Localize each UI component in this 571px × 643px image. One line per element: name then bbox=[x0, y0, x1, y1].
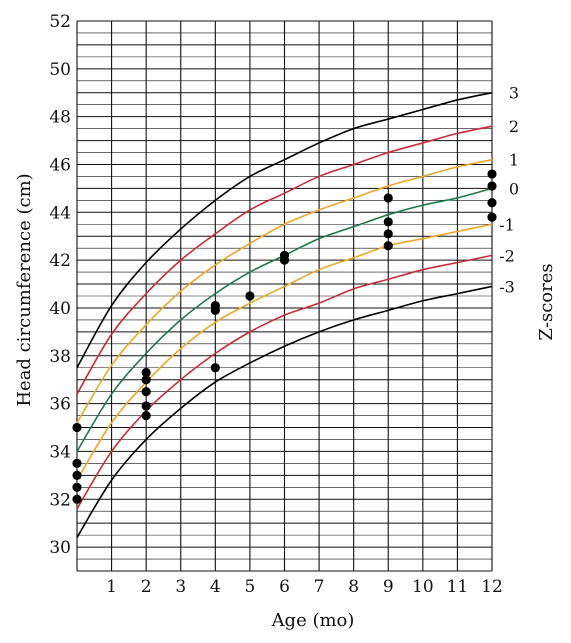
zscore-label: -1 bbox=[499, 215, 515, 234]
data-point bbox=[72, 458, 82, 468]
data-point bbox=[141, 387, 151, 397]
x-tick-label: 4 bbox=[210, 577, 221, 597]
data-point bbox=[141, 410, 151, 421]
x-tick-label: 8 bbox=[348, 577, 359, 597]
data-point bbox=[487, 212, 497, 222]
y-tick-label: 50 bbox=[49, 60, 71, 80]
x-tick-label: 3 bbox=[175, 577, 186, 597]
data-point bbox=[72, 482, 82, 492]
x-tick-label: 11 bbox=[447, 577, 469, 597]
y-tick-label: 38 bbox=[49, 347, 71, 367]
data-point bbox=[72, 422, 82, 433]
zscore-label: -2 bbox=[499, 246, 515, 265]
zscore-curve-3 bbox=[76, 91, 493, 369]
x-tick-label: 10 bbox=[412, 577, 434, 597]
data-points bbox=[72, 169, 497, 504]
zscore-labels: 3 2 1 0 -1 -2 -3 bbox=[499, 84, 519, 297]
grid bbox=[76, 20, 493, 572]
zscore-curve--2 bbox=[76, 254, 493, 510]
zscore-label: 1 bbox=[509, 151, 519, 170]
data-point bbox=[487, 169, 497, 179]
data-point bbox=[279, 255, 290, 265]
zscore-curve-1 bbox=[76, 158, 493, 424]
zscore-label: 3 bbox=[509, 84, 519, 103]
y-tick-label: 36 bbox=[49, 395, 71, 415]
y-tick-label: 52 bbox=[49, 12, 71, 32]
y-tick-label: 40 bbox=[49, 299, 71, 319]
zscore-label: -3 bbox=[499, 277, 515, 296]
data-point bbox=[210, 363, 220, 373]
data-point bbox=[487, 198, 497, 208]
data-point bbox=[487, 181, 497, 191]
x-tick-label: 12 bbox=[481, 577, 503, 597]
data-point bbox=[141, 401, 151, 411]
y-tick-label: 30 bbox=[49, 538, 71, 558]
x-tick-label: 7 bbox=[314, 577, 325, 597]
data-point bbox=[72, 470, 82, 480]
zscore-label: 2 bbox=[509, 117, 519, 136]
zscore-label: 0 bbox=[509, 179, 519, 198]
data-point bbox=[141, 367, 151, 378]
data-point bbox=[210, 305, 220, 315]
data-point bbox=[383, 241, 393, 251]
right-axis-title: Z-scores bbox=[536, 263, 557, 340]
y-tick-label: 32 bbox=[49, 490, 71, 510]
data-point bbox=[245, 291, 255, 301]
y-tick-label: 44 bbox=[49, 203, 71, 223]
y-tick-label: 42 bbox=[49, 251, 71, 271]
zscore-curve--3 bbox=[76, 285, 493, 538]
x-axis-title: Age (mo) bbox=[271, 610, 355, 631]
data-point bbox=[383, 229, 393, 239]
data-point bbox=[141, 375, 151, 385]
zscore-curve-2 bbox=[76, 125, 493, 395]
y-tick-label: 48 bbox=[49, 108, 71, 128]
y-axis-title: Head circumference (cm) bbox=[14, 173, 35, 406]
y-tick-label: 46 bbox=[49, 155, 71, 175]
data-point bbox=[72, 494, 82, 504]
data-point bbox=[383, 217, 393, 227]
y-tick-label: 34 bbox=[49, 442, 71, 462]
x-tick-label: 2 bbox=[141, 577, 152, 597]
x-tick-label: 5 bbox=[245, 577, 256, 597]
data-point bbox=[383, 193, 393, 203]
x-tick-label: 6 bbox=[279, 577, 290, 597]
x-tick-label: 9 bbox=[383, 577, 394, 597]
x-tick-label: 1 bbox=[106, 577, 117, 597]
